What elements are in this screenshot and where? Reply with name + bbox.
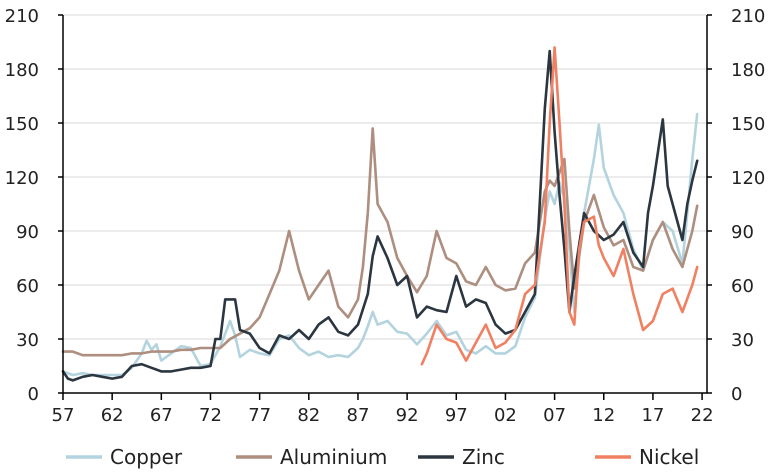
legend-label-zinc: Zinc [462, 445, 505, 469]
x-tick-92: 92 [396, 405, 419, 426]
x-tick-62: 62 [101, 405, 124, 426]
legend: Copper Aluminium Zinc Nickel [66, 445, 699, 469]
x-tick-12: 12 [592, 405, 615, 426]
left-y-tick-labels: 0 30 60 90 120 150 180 210 [5, 6, 39, 405]
y-tick-left-30: 30 [16, 330, 39, 351]
right-y-tick-labels: 0 30 60 90 120 150 180 210 [731, 6, 765, 405]
y-tick-right-150: 150 [731, 114, 765, 135]
x-tick-17: 17 [641, 405, 664, 426]
y-tick-right-0: 0 [731, 384, 742, 405]
y-tick-right-180: 180 [731, 60, 765, 81]
y-tick-left-0: 0 [28, 384, 39, 405]
x-tick-02: 02 [494, 405, 517, 426]
x-tick-87: 87 [347, 405, 370, 426]
x-tick-97: 97 [445, 405, 468, 426]
series-lines [61, 46, 699, 382]
gridlines [63, 14, 707, 340]
x-tick-07: 07 [543, 405, 566, 426]
legend-label-copper: Copper [110, 445, 183, 469]
y-tick-right-60: 60 [731, 276, 754, 297]
x-tick-77: 77 [248, 405, 271, 426]
y-tick-left-90: 90 [16, 222, 39, 243]
x-tick-72: 72 [199, 405, 222, 426]
y-tick-right-30: 30 [731, 330, 754, 351]
y-tick-left-120: 120 [5, 168, 39, 189]
y-tick-left-180: 180 [5, 60, 39, 81]
y-tick-left-150: 150 [5, 114, 39, 135]
y-tick-left-210: 210 [5, 6, 39, 27]
series-line-aluminium [61, 127, 699, 357]
y-tick-right-210: 210 [731, 6, 765, 27]
x-tick-67: 67 [150, 405, 173, 426]
x-tick-82: 82 [297, 405, 320, 426]
series-line-copper [61, 112, 699, 377]
x-tick-57: 57 [52, 405, 75, 426]
axes [58, 14, 712, 400]
x-tick-22: 22 [691, 405, 714, 426]
legend-label-aluminium: Aluminium [280, 445, 387, 469]
x-tick-labels: 57 62 67 72 77 82 87 92 97 02 07 12 17 22 [52, 405, 714, 426]
y-tick-right-120: 120 [731, 168, 765, 189]
y-tick-right-90: 90 [731, 222, 754, 243]
y-tick-left-60: 60 [16, 276, 39, 297]
series-line-zinc [61, 49, 699, 382]
legend-label-nickel: Nickel [639, 445, 699, 469]
series-line-nickel [420, 46, 699, 366]
